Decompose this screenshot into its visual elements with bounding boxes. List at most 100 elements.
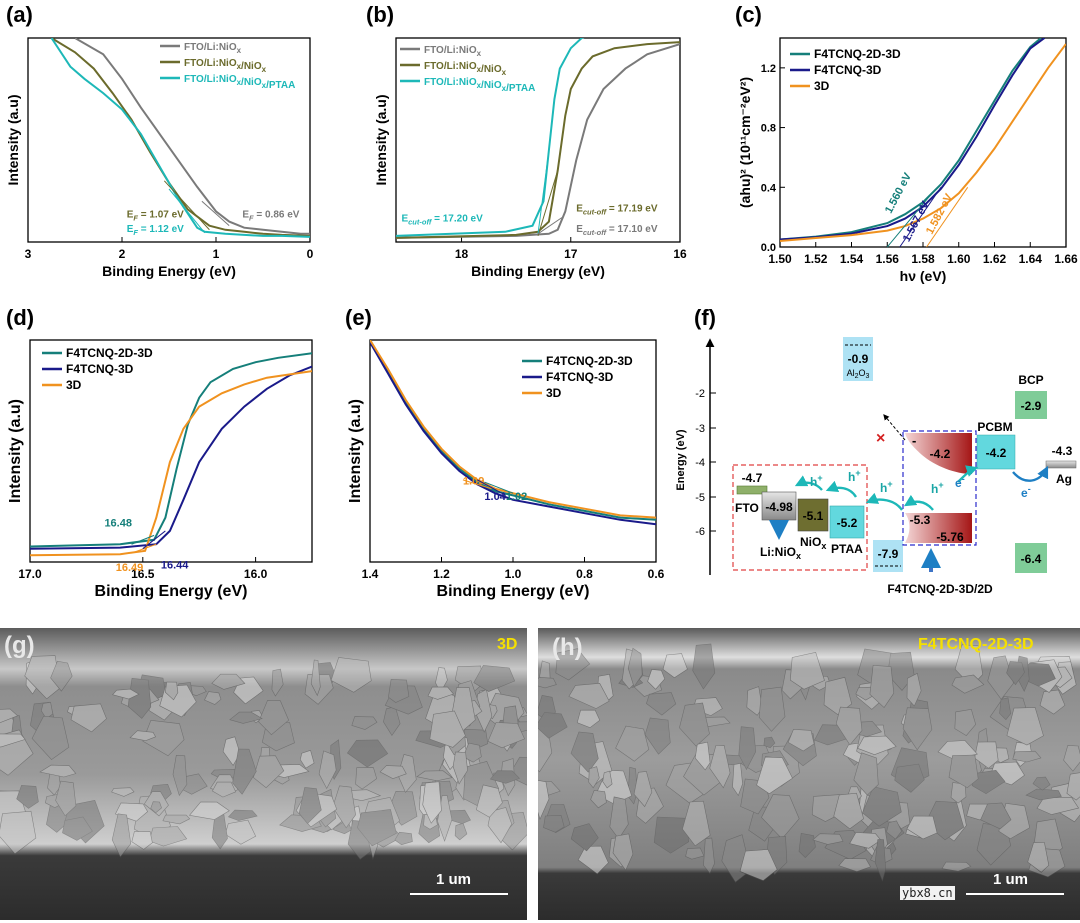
pcbm-box — [976, 434, 1016, 470]
sem-grain — [543, 814, 565, 833]
plot-frame — [27, 37, 311, 243]
bcp-vb: -6.4 — [1021, 552, 1042, 566]
sem-grain — [555, 648, 591, 681]
sem-grain — [849, 832, 882, 849]
sem-grain — [538, 780, 550, 820]
sem-grain — [330, 657, 372, 693]
x-tick-label: 18 — [455, 247, 469, 261]
sem-grain — [416, 770, 453, 782]
sem-grain — [612, 833, 634, 871]
sem-grain — [388, 679, 410, 703]
panel-letter-e: (e) — [345, 305, 372, 330]
al2o3-box-bottom — [873, 540, 903, 572]
sem-grain — [142, 719, 185, 757]
sem-grain — [253, 755, 285, 789]
sem-grain — [129, 730, 157, 742]
sem-grain — [258, 699, 290, 736]
x-tick-label: 1.2 — [433, 567, 450, 581]
ag-level: -4.3 — [1052, 444, 1073, 458]
series-line-fto-li-niox-niox — [396, 41, 680, 239]
x-tick-label: 16.0 — [244, 567, 268, 581]
y-axis-label: Intensity (a.u) — [5, 94, 21, 185]
sem-grain — [188, 801, 230, 820]
legend-label: 3D — [814, 79, 830, 93]
tangent-line — [537, 170, 559, 237]
plot-frame — [29, 339, 313, 563]
chart-a: 3 2 1 0 Binding Energy (eV) Intensity (a.u) FT… — [5, 37, 314, 279]
annotation-label: Ecut-off = 17.20 eV — [401, 214, 483, 227]
sem-grain — [310, 659, 321, 697]
scale-text-g: 1 um — [436, 871, 472, 888]
hole-label-4: h+ — [931, 480, 944, 496]
x-tick-label: 1.0 — [505, 567, 522, 581]
sem-grain — [50, 660, 73, 692]
sem-grain — [763, 736, 776, 749]
sem-grain — [131, 831, 153, 850]
sem-grain — [838, 858, 872, 872]
onset-label: 16.48 — [104, 517, 132, 529]
sem-grain — [568, 682, 610, 709]
annotation-label: Ecut-off = 17.10 eV — [576, 224, 658, 237]
niox-box — [797, 498, 829, 532]
series-line-f4tcnq-2d-3d — [370, 340, 656, 521]
sem-grain — [351, 716, 378, 730]
series-line-3d — [30, 370, 312, 557]
panel-letter-a: (a) — [6, 2, 33, 27]
sem-grain — [357, 809, 397, 847]
bcp-label: BCP — [1018, 373, 1043, 387]
sem-grain — [685, 847, 705, 860]
sem-grain — [633, 771, 653, 808]
hole-label-2: h+ — [848, 468, 861, 484]
x-tick-label: 0.6 — [648, 567, 665, 581]
sem-grain — [379, 765, 407, 780]
electron-arrow-1 — [957, 465, 979, 483]
onset-label: 1.04 — [484, 491, 506, 503]
panel-letter-f: (f) — [694, 305, 716, 330]
sem-grain — [452, 751, 468, 785]
sem-grain — [646, 692, 677, 716]
sem-grain — [869, 664, 895, 709]
perovskite-cb: -4.2 — [930, 447, 951, 461]
sem-grain — [662, 653, 688, 679]
energy-axis-label: Energy (eV) — [675, 429, 687, 490]
bandgap-label: 1.560 eV — [883, 170, 915, 215]
sem-grain — [948, 754, 979, 789]
tangent-line — [477, 479, 507, 496]
x-tick-label: 1.64 — [1019, 252, 1043, 266]
al2o3-cb: -0.9 — [848, 352, 869, 366]
sem-grain — [39, 764, 77, 778]
onset-label: 16.44 — [161, 560, 189, 572]
sem-grain — [1036, 797, 1080, 815]
annotation-label: EF = 0.86 eV — [242, 210, 299, 223]
x-axis-label: Binding Energy (eV) — [95, 583, 248, 600]
annotation-label: EF = 1.07 eV — [127, 210, 184, 223]
onset-label: 16.49 — [116, 562, 144, 574]
sem-grain — [224, 819, 257, 845]
sem-grain — [454, 822, 468, 841]
fit-line — [926, 187, 969, 248]
legend-label: 3D — [546, 386, 562, 400]
sem-grain — [489, 770, 521, 784]
chart-c: 1.50 1.52 1.54 1.56 1.58 1.60 1.62 1.64 1.66 0.0 0… — [737, 37, 1078, 284]
series-line-f4tcnq-3d — [30, 365, 312, 550]
linio-label: Li:NiOx — [760, 545, 801, 561]
plot-frame — [395, 37, 681, 243]
sem-grain — [70, 703, 107, 733]
x-tick-label: 17.0 — [18, 567, 42, 581]
sem-grain — [162, 814, 191, 825]
sem-label-f4tcnq: F4TCNQ-2D-3D — [918, 636, 1034, 653]
sem-grain — [862, 786, 902, 827]
x-tick-label: 1.4 — [362, 567, 379, 581]
electron-label-1: e- — [955, 474, 965, 490]
sem-grain — [211, 781, 237, 798]
y-axis-label: Intensity (a.u) — [373, 94, 389, 185]
sem-grain — [222, 736, 241, 766]
bcp-bottom-box — [1015, 543, 1047, 573]
sem-grain — [422, 781, 442, 824]
fto-box — [736, 485, 768, 495]
series-line-fto-li-niox — [74, 38, 310, 235]
series-line-fto-li-niox-niox-ptaa — [396, 38, 585, 237]
sem-grain — [987, 655, 1014, 700]
tangent-line — [142, 530, 166, 550]
electron-label-2: e- — [1021, 484, 1031, 500]
